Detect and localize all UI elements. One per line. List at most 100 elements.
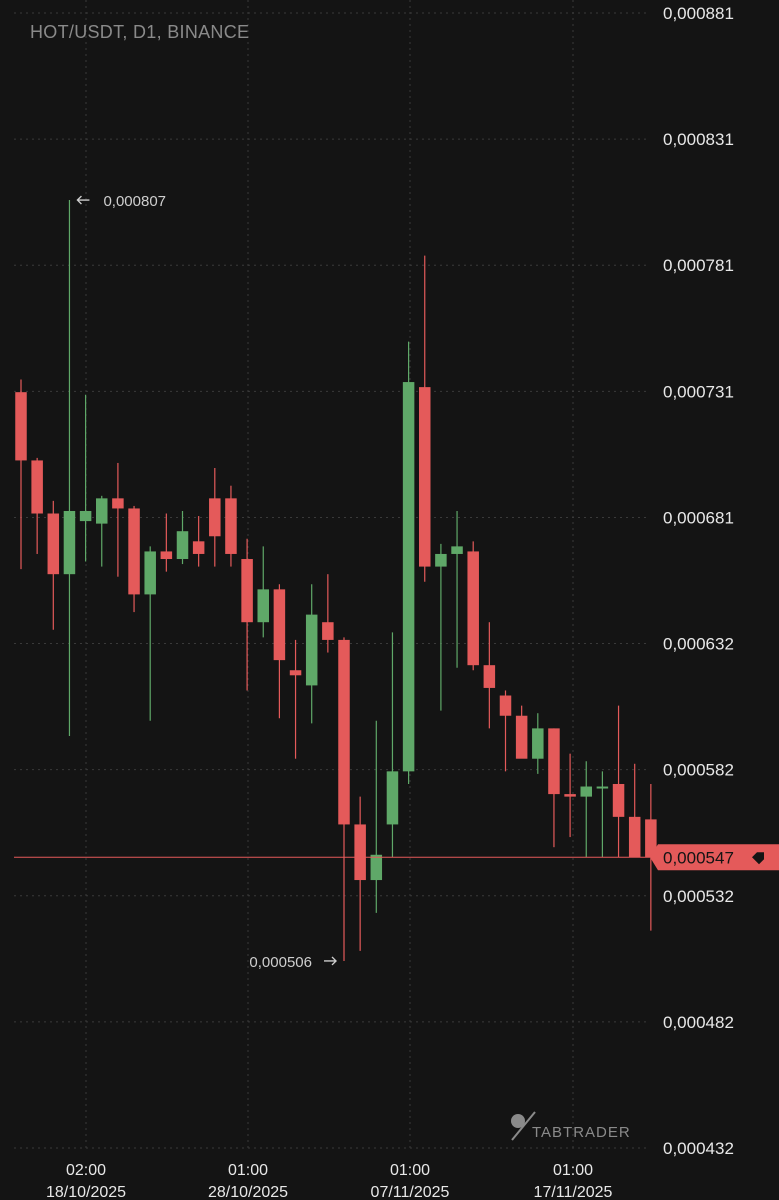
candle-body[interactable] [645, 819, 657, 858]
candle[interactable] [419, 255, 431, 582]
candle[interactable] [31, 457, 43, 554]
candle-body[interactable] [548, 728, 560, 795]
arrow-left-icon [76, 195, 90, 205]
candle[interactable] [257, 546, 270, 638]
candle[interactable] [305, 584, 318, 724]
candle-body[interactable] [176, 531, 189, 560]
candle-body[interactable] [467, 551, 479, 666]
candle-body[interactable] [532, 728, 544, 759]
price-tick-label: 0,000632 [663, 635, 734, 654]
candle[interactable] [241, 538, 253, 691]
candle[interactable] [596, 771, 609, 858]
candle[interactable] [273, 584, 286, 719]
candle[interactable] [628, 763, 641, 858]
candle-body[interactable] [192, 541, 205, 554]
candles[interactable] [15, 200, 657, 961]
candle-body[interactable] [241, 559, 253, 623]
candle[interactable] [209, 468, 221, 567]
candle[interactable] [176, 510, 189, 565]
candle-body[interactable] [370, 854, 383, 881]
candle[interactable] [580, 761, 593, 858]
candle[interactable] [370, 720, 383, 913]
current-price-tag: 0,000547 [650, 844, 779, 871]
candle-body[interactable] [305, 614, 318, 686]
time-tick-label: 02:00 [66, 1162, 106, 1179]
candle[interactable] [612, 705, 625, 858]
low-price-label: 0,000506 [249, 954, 312, 971]
candle[interactable] [15, 379, 27, 570]
high-price-label: 0,000807 [103, 193, 166, 210]
candle-body[interactable] [596, 786, 609, 789]
current-price-badge [650, 844, 779, 871]
arrow-right-icon [324, 956, 337, 966]
candle[interactable] [499, 690, 512, 772]
price-tick-label: 0,000731 [663, 382, 734, 401]
candle-body[interactable] [628, 816, 641, 858]
date-tick-label: 17/11/2025 [534, 1184, 613, 1200]
candle-body[interactable] [144, 551, 156, 595]
candle[interactable] [435, 543, 447, 711]
candle[interactable] [225, 485, 237, 567]
candle[interactable] [402, 341, 415, 784]
candle[interactable] [47, 500, 60, 630]
candle-body[interactable] [483, 665, 496, 688]
candle-body[interactable] [419, 387, 431, 567]
candle[interactable] [322, 574, 334, 653]
candle-body[interactable] [338, 639, 350, 825]
candle[interactable] [548, 728, 560, 848]
time-tick-label: 01:00 [390, 1162, 430, 1179]
candle-body[interactable] [31, 460, 43, 514]
candle-body[interactable] [322, 622, 334, 640]
candle-body[interactable] [15, 392, 27, 461]
high-annotation: 0,000807 [76, 193, 166, 210]
candle[interactable] [515, 705, 528, 759]
candle[interactable] [338, 637, 350, 961]
time-tick-label: 01:00 [228, 1162, 268, 1179]
candle[interactable] [564, 753, 576, 838]
candle-body[interactable] [273, 589, 286, 661]
candle-body[interactable] [112, 498, 124, 509]
watermark-text: TABTRADER [532, 1124, 631, 1141]
candle[interactable] [451, 510, 463, 668]
candle-body[interactable] [435, 553, 447, 567]
candle[interactable] [192, 516, 205, 567]
candle-body[interactable] [209, 498, 221, 537]
candle[interactable] [483, 622, 496, 729]
candle-body[interactable] [499, 695, 512, 716]
candle-body[interactable] [386, 771, 399, 825]
candle[interactable] [112, 462, 124, 577]
candle-body[interactable] [96, 498, 108, 524]
candle[interactable] [160, 513, 173, 572]
price-tick-label: 0,000532 [663, 887, 734, 906]
candle-body[interactable] [564, 794, 576, 797]
candle[interactable] [79, 394, 92, 562]
tabtrader-logo-icon [511, 1114, 525, 1128]
candle-body[interactable] [79, 510, 92, 522]
candle-body[interactable] [612, 783, 625, 817]
candle[interactable] [386, 632, 399, 858]
candle-body[interactable] [354, 824, 366, 881]
candle[interactable] [532, 713, 544, 774]
candle[interactable] [63, 200, 76, 736]
candle-body[interactable] [47, 513, 60, 575]
candle[interactable] [96, 495, 108, 567]
candle-body[interactable] [515, 715, 528, 759]
candle-body[interactable] [128, 508, 140, 595]
candle-body[interactable] [225, 498, 237, 554]
candle-body[interactable] [580, 786, 593, 797]
candle-body[interactable] [63, 510, 76, 575]
candle[interactable] [144, 546, 156, 721]
candle-body[interactable] [451, 546, 463, 554]
candle[interactable] [128, 505, 140, 613]
candle[interactable] [289, 639, 302, 759]
low-annotation: 0,000506 [249, 954, 337, 971]
candle-body[interactable] [160, 551, 173, 560]
candle[interactable] [354, 796, 366, 951]
candle-body[interactable] [257, 589, 270, 623]
price-tick-label: 0,000582 [663, 761, 734, 780]
overlays: 0,000547 0,000807 0,000506 [14, 193, 779, 971]
candle[interactable] [467, 541, 479, 671]
candle-body[interactable] [289, 670, 302, 676]
candle-body[interactable] [402, 382, 415, 772]
